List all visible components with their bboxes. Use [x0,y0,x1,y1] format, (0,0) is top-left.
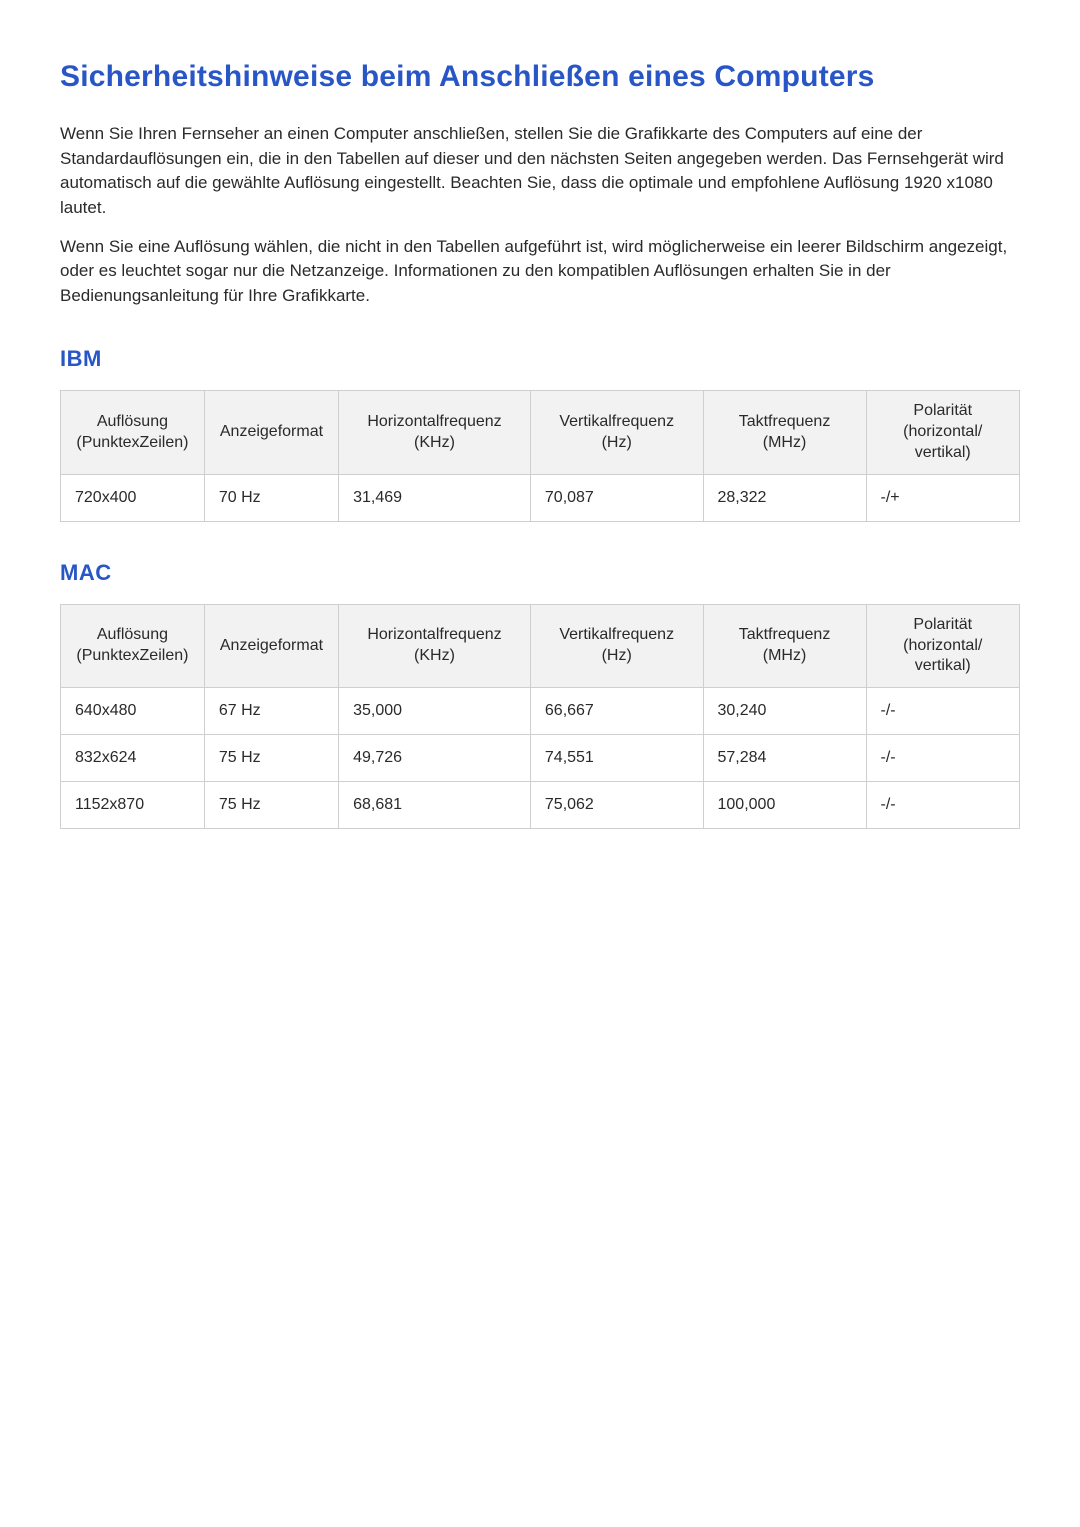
table-cell: 35,000 [339,688,531,735]
table-cell: 74,551 [530,735,703,782]
resolution-table: Auflösung(PunktexZeilen)AnzeigeformatHor… [60,390,1020,521]
table-cell: 66,667 [530,688,703,735]
table-row: 720x40070 Hz31,46970,08728,322-/+ [61,474,1020,521]
table-cell: -/+ [866,474,1019,521]
column-header: Vertikalfrequenz(Hz) [530,604,703,687]
table-cell: 75,062 [530,782,703,829]
table-cell: 100,000 [703,782,866,829]
column-header: Anzeigeformat [204,391,338,474]
table-cell: 67 Hz [204,688,338,735]
table-cell: 28,322 [703,474,866,521]
table-cell: 640x480 [61,688,205,735]
table-cell: 70,087 [530,474,703,521]
table-cell: 31,469 [339,474,531,521]
table-cell: 70 Hz [204,474,338,521]
table-row: 640x48067 Hz35,00066,66730,240-/- [61,688,1020,735]
column-header: Horizontalfrequenz(KHz) [339,391,531,474]
table-cell: -/- [866,688,1019,735]
table-cell: 720x400 [61,474,205,521]
table-cell: 832x624 [61,735,205,782]
table-cell: 75 Hz [204,782,338,829]
table-row: 832x62475 Hz49,72674,55157,284-/- [61,735,1020,782]
table-cell: 75 Hz [204,735,338,782]
intro-paragraph-1: Wenn Sie Ihren Fernseher an einen Comput… [60,122,1020,221]
column-header: Taktfrequenz(MHz) [703,391,866,474]
table-cell: 49,726 [339,735,531,782]
table-cell: 68,681 [339,782,531,829]
table-cell: -/- [866,782,1019,829]
table-cell: 57,284 [703,735,866,782]
column-header: Polarität(horizontal/ vertikal) [866,604,1019,687]
table-cell: 30,240 [703,688,866,735]
column-header: Horizontalfrequenz(KHz) [339,604,531,687]
column-header: Polarität(horizontal/ vertikal) [866,391,1019,474]
column-header: Taktfrequenz(MHz) [703,604,866,687]
column-header: Auflösung(PunktexZeilen) [61,604,205,687]
intro-paragraph-2: Wenn Sie eine Auflösung wählen, die nich… [60,235,1020,309]
page-title: Sicherheitshinweise beim Anschließen ein… [60,60,1020,94]
column-header: Auflösung(PunktexZeilen) [61,391,205,474]
column-header: Anzeigeformat [204,604,338,687]
resolution-table: Auflösung(PunktexZeilen)AnzeigeformatHor… [60,604,1020,829]
table-row: 1152x87075 Hz68,68175,062100,000-/- [61,782,1020,829]
column-header: Vertikalfrequenz(Hz) [530,391,703,474]
table-cell: -/- [866,735,1019,782]
section-heading: MAC [60,560,1020,586]
table-cell: 1152x870 [61,782,205,829]
section-heading: IBM [60,346,1020,372]
